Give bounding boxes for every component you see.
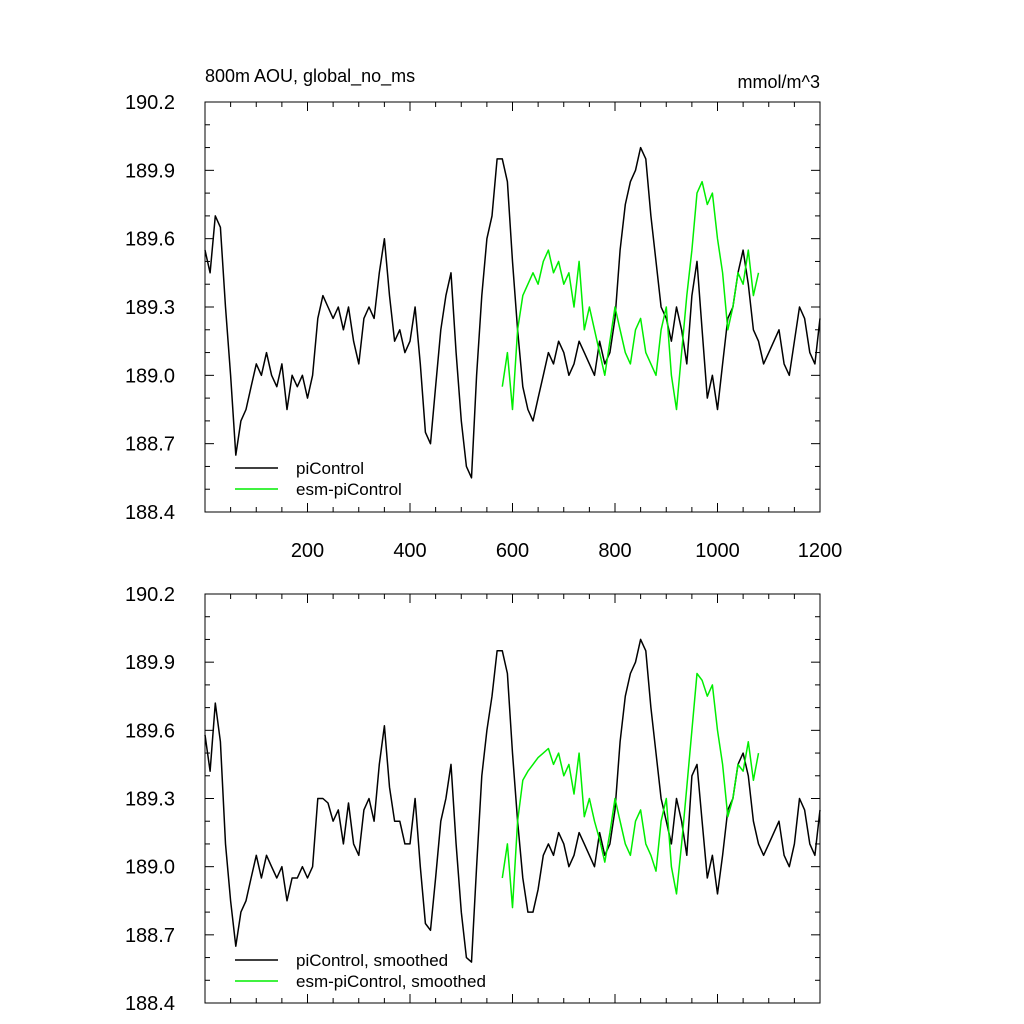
x-tick-label: 1000 [695, 540, 740, 562]
y-tick-label: 188.7 [125, 434, 175, 456]
y-tick-label: 188.4 [125, 502, 175, 524]
y-tick-label: 189.6 [125, 720, 175, 742]
y-tick-label: 189.6 [125, 229, 175, 251]
plot-frame [204, 101, 821, 513]
top-panel: 190.2 189.9 189.6 189.3 189.0 188.7 188.4 200 40… [125, 92, 842, 562]
x-tick-label: 1200 [798, 540, 843, 562]
plot-frame [204, 593, 821, 1004]
series-line-1 [501, 672, 760, 909]
y-tick-label: 189.3 [125, 297, 175, 319]
legend-label: piControl [296, 459, 364, 478]
legend-label: piControl, smoothed [296, 951, 448, 970]
x-tick-label: 200 [291, 540, 324, 562]
units-label: mmol/m^3 [738, 72, 820, 92]
series-line-0 [204, 146, 821, 479]
legend-label: esm-piControl [296, 480, 402, 499]
y-tick-label: 188.7 [125, 925, 175, 947]
legend-label: esm-piControl, smoothed [296, 972, 486, 991]
y-tick-label: 189.0 [125, 857, 175, 879]
series-line-0 [204, 638, 821, 963]
x-tick-label: 400 [393, 540, 426, 562]
chart-title: 800m AOU, global_no_ms [205, 66, 415, 87]
y-tick-label: 190.2 [125, 92, 175, 114]
x-tick-label: 800 [598, 540, 631, 562]
y-tick-label: 189.9 [125, 652, 175, 674]
bottom-panel: 190.2 189.9 189.6 189.3 189.0 188.7 188.4 piCon… [125, 584, 821, 1015]
y-tick-label: 189.0 [125, 365, 175, 387]
y-tick-label: 188.4 [125, 993, 175, 1015]
series-line-1 [501, 180, 760, 411]
y-tick-label: 189.3 [125, 789, 175, 811]
y-tick-label: 189.9 [125, 160, 175, 182]
x-tick-label: 600 [496, 540, 529, 562]
y-tick-label: 190.2 [125, 584, 175, 606]
